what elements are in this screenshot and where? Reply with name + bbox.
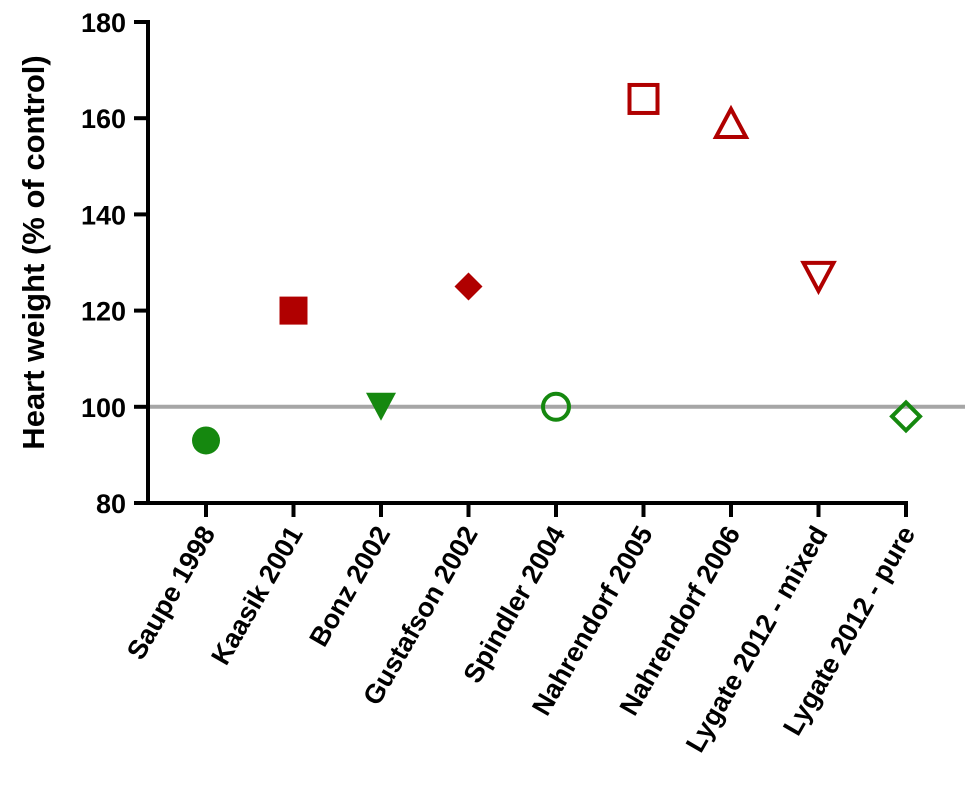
- data-point-diamond: [454, 272, 483, 301]
- data-point-square: [627, 82, 660, 115]
- data-point-triangle-up: [712, 104, 750, 140]
- x-tick-label: Saupe 1998: [121, 521, 221, 665]
- y-axis-title: Heart weight (% of control): [16, 55, 51, 449]
- y-tick-label: 80: [96, 489, 126, 519]
- y-tick-label: 120: [81, 297, 126, 327]
- data-point-triangle-down: [366, 392, 396, 421]
- y-tick-label: 140: [81, 200, 126, 230]
- y-tick-label: 180: [81, 8, 126, 38]
- x-tick-label: Kaasik 2001: [205, 521, 308, 670]
- data-point-triangle-down: [800, 260, 837, 296]
- data-points: [192, 82, 923, 455]
- y-tick-label: 100: [81, 393, 126, 423]
- axes: [146, 20, 908, 505]
- data-point-square: [279, 296, 308, 325]
- y-axis-ticks: 80 100 120 140 160 180: [81, 8, 148, 519]
- data-point-circle: [192, 426, 220, 455]
- data-point-circle: [541, 391, 571, 422]
- data-point-diamond: [889, 399, 923, 434]
- x-tick-label: Bonz 2002: [303, 521, 396, 652]
- y-tick-label: 160: [81, 104, 126, 134]
